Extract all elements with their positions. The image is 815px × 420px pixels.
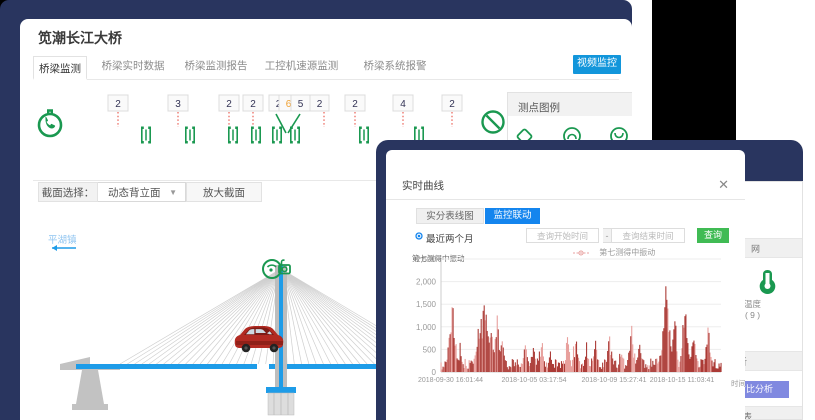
svg-text:时间: 时间	[731, 378, 745, 388]
svg-text:1,500: 1,500	[416, 300, 437, 309]
svg-text:2018-10-09 15:27:41: 2018-10-09 15:27:41	[582, 377, 647, 384]
svg-text:2: 2	[449, 99, 455, 110]
svg-text:2018-09-30 16:01:44: 2018-09-30 16:01:44	[418, 377, 483, 384]
svg-text:500: 500	[423, 345, 437, 354]
svg-text:0: 0	[432, 368, 437, 377]
svg-text:2018-10-15 11:03:41: 2018-10-15 11:03:41	[650, 377, 715, 384]
svg-text:2,500: 2,500	[416, 255, 437, 264]
svg-text:2018-10-05 03:17:54: 2018-10-05 03:17:54	[502, 377, 567, 384]
svg-text:1,000: 1,000	[416, 323, 437, 332]
svg-text:2,000: 2,000	[416, 278, 437, 287]
